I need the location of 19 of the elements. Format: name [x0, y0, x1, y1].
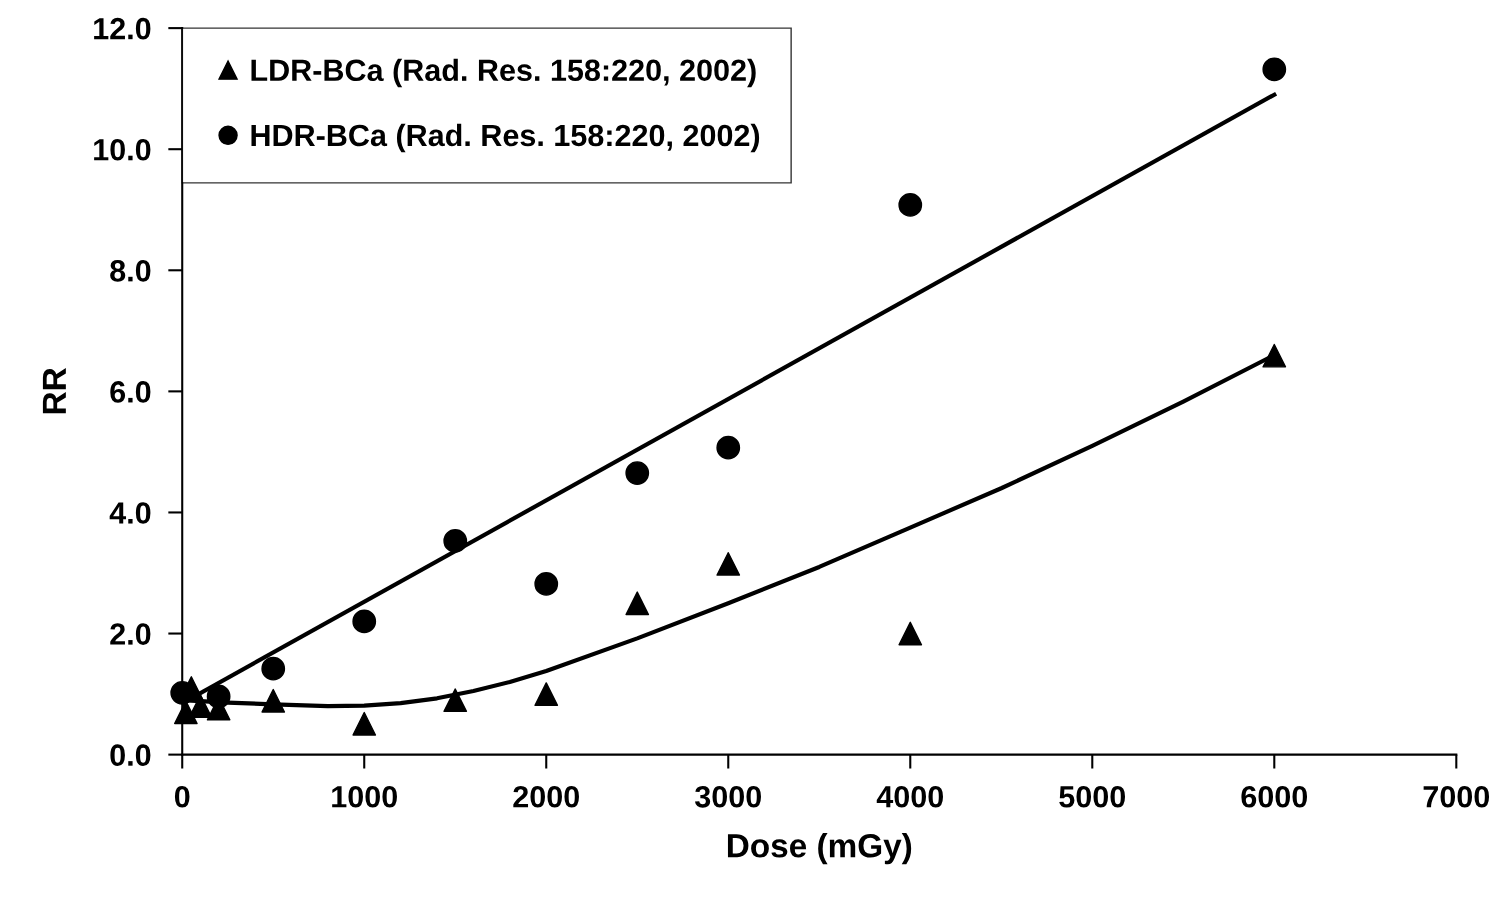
y-tick-label: 4.0 [109, 502, 151, 524]
x-tick-label: 5000 [1059, 785, 1126, 808]
x-axis-title: Dose (mGy) [727, 833, 912, 865]
x-tick-label: 1000 [332, 785, 397, 808]
x-tick-label: 3000 [694, 785, 761, 808]
x-tick-label: 0 [174, 785, 190, 808]
x-tick-label: 6000 [1241, 785, 1308, 808]
x-tick-label: 4000 [876, 785, 944, 808]
y-tick-label: 0.0 [110, 744, 151, 766]
y-tick-label: 8.0 [110, 260, 151, 282]
x-tick-label: 7000 [1423, 785, 1490, 808]
y-tick-label: 12.0 [94, 17, 151, 40]
y-tick-label: 10.0 [94, 138, 151, 161]
legend-label: HDR-BCa (Rad. Res. 158:220, 2002) [251, 123, 760, 153]
x-tick-label: 2000 [513, 785, 579, 808]
y-tick-label: 2.0 [110, 623, 151, 645]
y-axis-title: RR [42, 367, 66, 414]
y-tick-label: 6.0 [110, 381, 151, 403]
legend-label: LDR-BCa (Rad. Res. 158:220, 2002) [251, 58, 756, 88]
